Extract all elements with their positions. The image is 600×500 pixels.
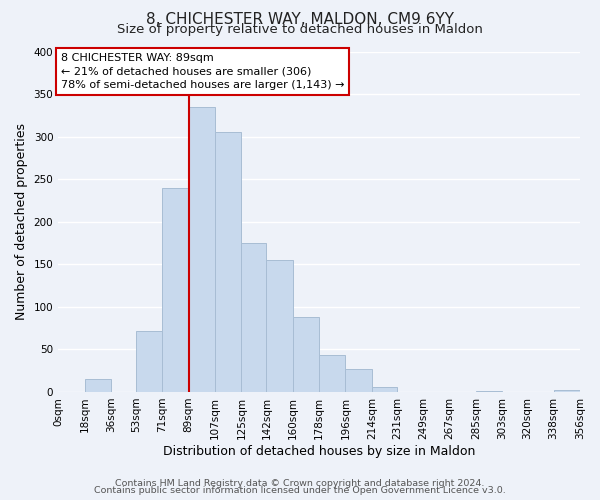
Bar <box>162 188 188 392</box>
Text: Contains HM Land Registry data © Crown copyright and database right 2024.: Contains HM Land Registry data © Crown c… <box>115 478 485 488</box>
Text: 8 CHICHESTER WAY: 89sqm
← 21% of detached houses are smaller (306)
78% of semi-d: 8 CHICHESTER WAY: 89sqm ← 21% of detache… <box>61 53 344 90</box>
Bar <box>215 132 241 392</box>
Bar <box>346 369 372 392</box>
Text: Size of property relative to detached houses in Maldon: Size of property relative to detached ho… <box>117 22 483 36</box>
Y-axis label: Number of detached properties: Number of detached properties <box>15 123 28 320</box>
Text: 8, CHICHESTER WAY, MALDON, CM9 6YY: 8, CHICHESTER WAY, MALDON, CM9 6YY <box>146 12 454 26</box>
Bar <box>241 243 266 392</box>
Bar <box>293 317 319 392</box>
Text: Contains public sector information licensed under the Open Government Licence v3: Contains public sector information licen… <box>94 486 506 495</box>
Bar <box>476 391 502 392</box>
Bar <box>372 387 397 392</box>
Bar <box>554 390 580 392</box>
Bar <box>188 107 215 392</box>
Bar <box>136 330 162 392</box>
Bar <box>85 379 111 392</box>
X-axis label: Distribution of detached houses by size in Maldon: Distribution of detached houses by size … <box>163 444 475 458</box>
Bar <box>319 354 346 392</box>
Bar <box>266 260 293 392</box>
